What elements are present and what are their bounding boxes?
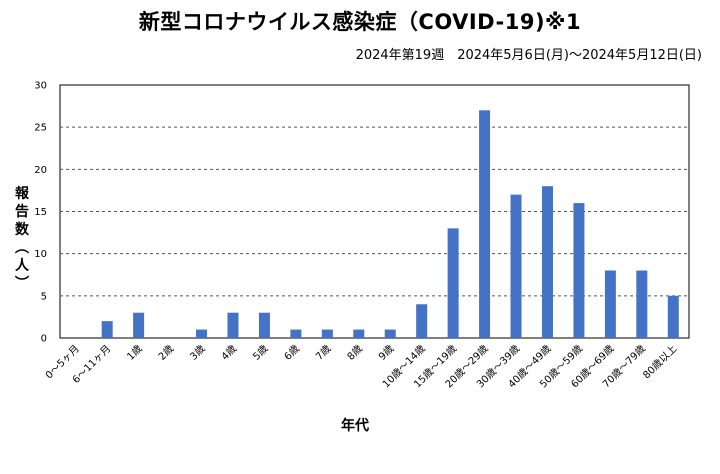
y-tick-label: 20 <box>34 165 47 176</box>
bar <box>541 186 553 338</box>
y-axis-title: 報告数︵人︶ <box>14 185 30 292</box>
x-tick-label: 1歳 <box>125 343 145 363</box>
bar <box>258 312 270 338</box>
bar <box>510 194 522 338</box>
x-tick-label: 2歳 <box>156 343 176 363</box>
x-tick-label: 8歳 <box>345 343 365 363</box>
bar <box>479 110 491 338</box>
bar <box>227 312 239 338</box>
bar <box>447 228 459 338</box>
y-tick-label: 30 <box>34 81 47 92</box>
chart-title: 新型コロナウイルス感染症（COVID-19)※1 <box>138 10 582 34</box>
bars <box>101 110 679 338</box>
bar <box>196 329 208 338</box>
x-tick-label: 6歳 <box>282 343 302 363</box>
y-tick-label: 5 <box>41 291 47 302</box>
x-tick-label: 80歳以上 <box>641 343 680 382</box>
bar <box>416 304 428 338</box>
y-axis-title: 報告数︵人︶ <box>14 185 30 292</box>
bar <box>636 270 648 338</box>
bar <box>290 329 302 338</box>
bar <box>321 329 333 338</box>
x-tick-label: 5歳 <box>250 343 270 363</box>
y-tick-label: 15 <box>34 207 47 218</box>
x-tick-label: 4歳 <box>219 343 239 363</box>
gridlines <box>60 126 689 297</box>
bar <box>604 270 616 338</box>
x-tick-label: 9歳 <box>376 343 396 363</box>
x-tick-label: 7歳 <box>313 343 333 363</box>
y-axis-ticks: 0 5 10 15 20 25 30 <box>34 81 47 345</box>
y-tick-label: 10 <box>34 249 47 260</box>
bar <box>133 312 145 338</box>
x-axis-title: 年代 <box>341 417 369 434</box>
y-tick-label: 0 <box>41 334 47 345</box>
y-tick-label: 25 <box>34 123 47 134</box>
bar <box>353 329 365 338</box>
x-tick-label: 3歳 <box>188 343 208 363</box>
bar <box>573 203 585 338</box>
bar <box>384 329 396 338</box>
chart-subtitle: 2024年第19週 2024年5月6日(月)～2024年5月12日(日) <box>355 48 702 63</box>
bar <box>667 295 679 338</box>
bar <box>101 321 113 338</box>
